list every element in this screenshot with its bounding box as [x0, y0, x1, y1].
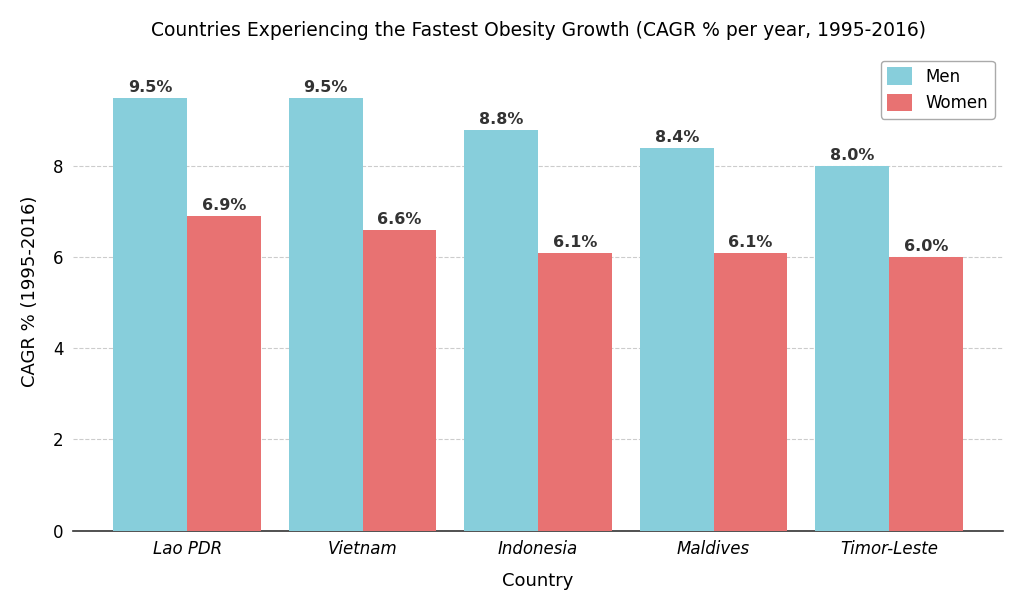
Text: 8.8%: 8.8%: [479, 112, 523, 126]
Legend: Men, Women: Men, Women: [881, 61, 995, 119]
Text: 9.5%: 9.5%: [303, 80, 348, 95]
Bar: [362, 230, 436, 530]
Title: Countries Experiencing the Fastest Obesity Growth (CAGR % per year, 1995-2016): Countries Experiencing the Fastest Obesi…: [151, 21, 926, 40]
Bar: [539, 253, 611, 530]
Bar: [465, 130, 539, 530]
Bar: [815, 166, 889, 530]
Text: 6.0%: 6.0%: [904, 239, 948, 254]
Bar: [889, 257, 963, 530]
Bar: [289, 98, 362, 530]
Bar: [714, 253, 787, 530]
Text: 9.5%: 9.5%: [128, 80, 172, 95]
Text: 6.6%: 6.6%: [377, 212, 422, 227]
Bar: [187, 216, 261, 530]
Text: 6.1%: 6.1%: [728, 235, 773, 250]
Text: 8.0%: 8.0%: [830, 148, 874, 163]
Text: 6.1%: 6.1%: [553, 235, 597, 250]
X-axis label: Country: Country: [503, 572, 573, 590]
Bar: [114, 98, 187, 530]
Bar: [640, 148, 714, 530]
Y-axis label: CAGR % (1995-2016): CAGR % (1995-2016): [20, 196, 39, 387]
Text: 8.4%: 8.4%: [654, 130, 699, 145]
Text: 6.9%: 6.9%: [202, 198, 246, 213]
